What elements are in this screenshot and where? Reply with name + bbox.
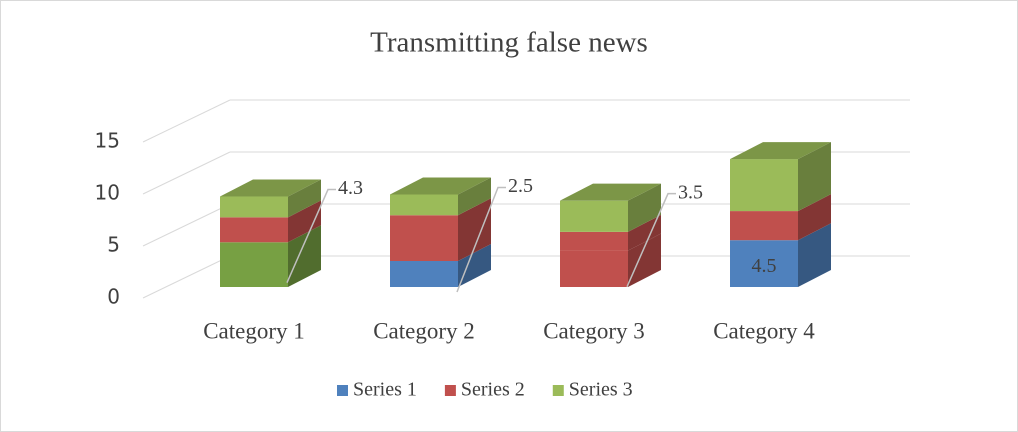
- leader-line: [626, 192, 676, 288]
- y-tick-label: 5: [107, 233, 120, 257]
- bar-front: [560, 250, 628, 287]
- legend-label: Series 2: [461, 379, 525, 401]
- bar-top: [390, 177, 491, 195]
- bar-segment: [560, 214, 661, 251]
- bar-segment: [730, 142, 831, 212]
- grid-line: [142, 151, 231, 195]
- bar-side: [458, 244, 491, 287]
- data-label: 3.5: [678, 181, 703, 203]
- bar-side: [628, 233, 661, 287]
- bar-front: [220, 242, 288, 287]
- grid-line: [142, 203, 231, 247]
- bar-front: [220, 196, 288, 218]
- legend-label: Series 1: [353, 379, 417, 401]
- bar-segment: [390, 244, 491, 287]
- bar-front: [730, 159, 798, 212]
- bar-front: [560, 231, 628, 251]
- leader-line: [456, 186, 506, 293]
- bar-front: [730, 240, 798, 287]
- legend-label: Series 3: [569, 379, 633, 401]
- y-tick-label: 0: [107, 285, 120, 309]
- bar-side: [458, 198, 491, 261]
- bar-segment: [390, 198, 491, 261]
- bar-side: [458, 177, 491, 216]
- bar-segment: [560, 183, 661, 232]
- bar-segment: [730, 223, 831, 287]
- bar-front: [390, 194, 458, 216]
- leader-line: [286, 188, 336, 283]
- bar-front: [560, 200, 628, 232]
- bar-front: [730, 211, 798, 241]
- data-label: 4.5: [752, 255, 777, 277]
- bar-segment: [390, 177, 491, 216]
- bar-front: [220, 217, 288, 243]
- bar-side: [628, 214, 661, 251]
- bar-front: [390, 261, 458, 287]
- x-tick-label: Category 4: [713, 318, 815, 343]
- bar-top: [220, 179, 321, 197]
- bar-side: [628, 183, 661, 232]
- data-label: 4.3: [338, 177, 363, 199]
- data-label: 2.5: [508, 175, 533, 197]
- bar-segment: [560, 233, 661, 287]
- bar-side: [288, 200, 321, 243]
- bar-top: [560, 183, 661, 201]
- bar-front: [390, 215, 458, 261]
- chart-title: Transmitting false news: [370, 27, 648, 59]
- bar-side: [798, 142, 831, 212]
- x-tick-label: Category 2: [373, 318, 475, 343]
- grid-line: [142, 255, 231, 299]
- bar-side: [288, 225, 321, 287]
- bar-side: [798, 194, 831, 241]
- y-tick-label: 15: [95, 129, 120, 153]
- bar-segment: [220, 225, 321, 287]
- legend-swatch: [444, 385, 456, 396]
- x-tick-label: Category 3: [543, 318, 645, 343]
- bar-top: [730, 142, 831, 160]
- bar-segment: [730, 194, 831, 241]
- legend-swatch: [552, 385, 564, 396]
- grid-line: [142, 99, 231, 143]
- bar-side: [798, 223, 831, 287]
- x-tick-label: Category 1: [203, 318, 305, 343]
- bar-side: [288, 179, 321, 218]
- y-tick-label: 10: [95, 181, 120, 205]
- bar-segment: [220, 179, 321, 218]
- bar-segment: [220, 200, 321, 243]
- legend-swatch: [337, 385, 348, 396]
